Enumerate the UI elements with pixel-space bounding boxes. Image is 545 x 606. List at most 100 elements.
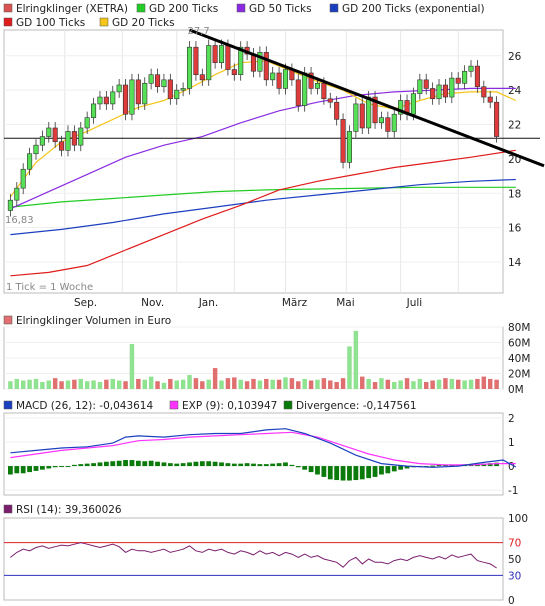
divergence-bar (430, 465, 436, 467)
volume-bar (468, 379, 474, 389)
divergence-bar (366, 466, 372, 479)
divergence-bar (193, 461, 199, 467)
candle-body (308, 72, 314, 89)
y-tick-label: 80M (508, 322, 530, 334)
volume-bar (360, 376, 365, 389)
candle-body (302, 72, 308, 106)
candle-body (84, 117, 90, 129)
legend-swatch (283, 400, 293, 410)
volume-bar (379, 378, 384, 389)
y-tick-label: 70 (508, 538, 521, 550)
x-tick-label: Jan. (198, 297, 219, 309)
divergence-bar (71, 464, 77, 467)
volume-bar (232, 377, 237, 389)
legend-label: GD 50 Ticks (249, 3, 312, 15)
candle-body (487, 96, 493, 103)
volume-bar (308, 380, 314, 389)
y-tick-label: 24 (508, 85, 522, 97)
volume-bar (91, 380, 96, 389)
volume-bar (104, 379, 109, 389)
macd-panel: MACD (26, 12): -0,043614 EXP (9): 0,10394… (3, 400, 518, 497)
volume-bar (475, 378, 480, 389)
divergence-bar (436, 465, 442, 467)
volume-bar (142, 379, 147, 389)
high-annotation: 27,7 (188, 26, 210, 37)
legend-swatch (99, 17, 109, 27)
volume-bar (174, 380, 179, 389)
divergence-bar (187, 462, 192, 467)
volume-bar (449, 378, 455, 389)
plot-frame (3, 517, 504, 601)
legend-label: EXP (9): 0,103947 (182, 400, 277, 412)
candle-body (346, 131, 353, 163)
candle-body (468, 65, 474, 72)
x-tick-label: Juli (406, 297, 423, 309)
y-tick-label: 100 (508, 513, 528, 525)
candle-body (7, 199, 13, 211)
candle-body (14, 187, 20, 201)
volume-bar (385, 379, 391, 389)
candle-body (103, 96, 109, 105)
candle-body (334, 101, 340, 120)
candle-body (59, 141, 65, 151)
volume-bar (52, 378, 58, 389)
candle-body (167, 79, 173, 100)
divergence-bar (78, 464, 84, 467)
low-annotation: 16,83 (5, 215, 34, 226)
tick-note: 1 Tick = 1 Woche (6, 282, 93, 293)
candle-body (474, 65, 480, 88)
candle-body (27, 153, 33, 170)
volume-bar (59, 381, 64, 389)
volume-bar (404, 378, 410, 389)
volume-bar (276, 379, 282, 389)
candle-body (218, 45, 225, 63)
moving-average-line (10, 149, 516, 277)
volume-bar (136, 378, 141, 389)
divergence-bar (257, 464, 263, 467)
volume-bar (200, 381, 205, 389)
candle-body (129, 79, 135, 115)
legend-swatch (3, 17, 13, 27)
candle-body (116, 84, 122, 93)
volume-bar (264, 378, 269, 389)
volume-bar (129, 344, 135, 389)
divergence-bar (276, 463, 282, 467)
candle-body (430, 88, 436, 100)
volume-bar (423, 382, 429, 389)
volume-bar (72, 379, 77, 389)
divergence-bar (327, 466, 333, 480)
candle-body (199, 74, 205, 81)
rsi-panel: RSI (14): 39,360026 0 30 50 70 100 (3, 504, 528, 606)
candle-body (39, 136, 45, 146)
divergence-bar (20, 466, 26, 474)
divergence-bar (14, 466, 20, 474)
candle-body (231, 69, 237, 75)
divergence-bar (91, 463, 96, 467)
divergence-bar (27, 466, 32, 473)
candle-body (65, 131, 71, 151)
signal-line (10, 431, 516, 466)
candle-body (110, 91, 116, 105)
divergence-bar (219, 462, 224, 467)
volume-bar (20, 380, 26, 389)
volume-bar (244, 381, 250, 389)
price-legend: Elringklinger (XETRA) GD 200 Ticks GD 50 T… (3, 3, 485, 29)
divergence-bar (334, 466, 340, 481)
candle-body (340, 119, 346, 163)
volume-bar (455, 379, 461, 389)
divergence-bar (7, 466, 13, 475)
volume-bar (366, 378, 371, 389)
divergence-bar (59, 466, 64, 468)
legend-label: GD 200 Ticks (149, 3, 218, 15)
candle-body (186, 46, 193, 89)
divergence-bar (46, 466, 52, 469)
divergence-bar (353, 466, 359, 481)
volume-bar (219, 380, 224, 389)
volume-bar (443, 378, 448, 389)
y-tick-label: 30 (508, 570, 521, 582)
moving-average-line (10, 178, 516, 236)
volume-bar (97, 382, 103, 389)
divergence-bar (308, 466, 314, 473)
divergence-bar (372, 466, 378, 477)
